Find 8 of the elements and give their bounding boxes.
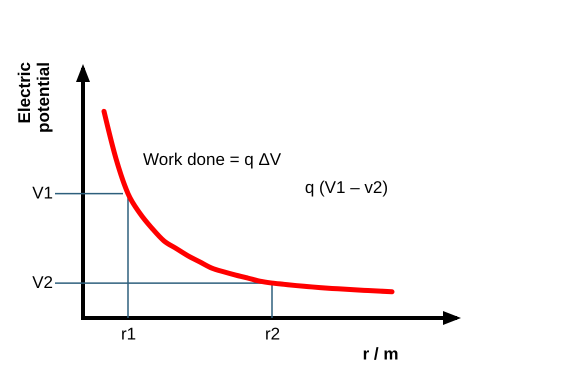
x-axis-title: r / m: [362, 344, 398, 364]
annotation: Work done = q ΔV: [143, 150, 282, 169]
ref-line-label: V2: [32, 273, 53, 292]
x-tick-label: r1: [120, 324, 136, 344]
x-tick-label: r2: [264, 324, 280, 344]
y-axis-title: Electric potential: [15, 62, 53, 133]
ref-line-label: V1: [32, 184, 53, 203]
annotation: q (V1 – v2): [304, 178, 388, 197]
